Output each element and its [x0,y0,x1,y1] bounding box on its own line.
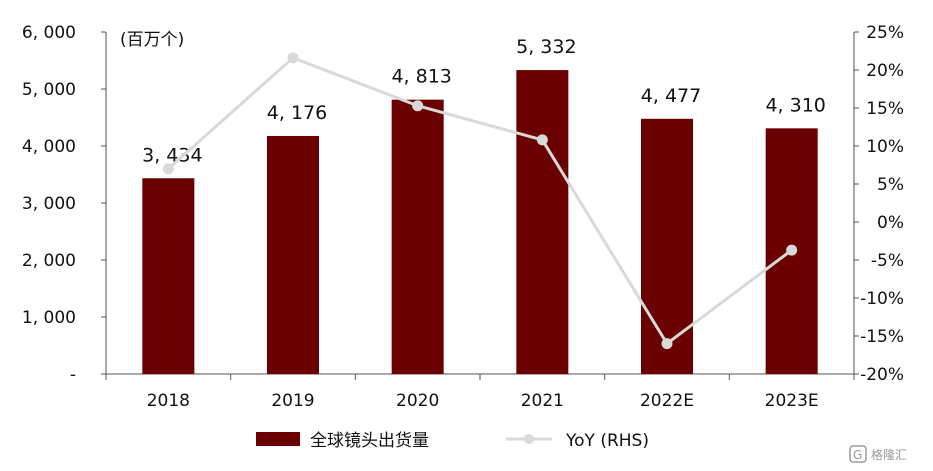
bar [391,99,444,374]
yoy-point [162,163,174,175]
left-tick-label: - [70,365,76,385]
left-tick-label: 5, 000 [22,80,76,100]
x-tick-label: 2019 [271,391,314,411]
watermark: G 格隆汇 [849,445,907,463]
legend: 全球镜头出货量 YoY (RHS) [256,431,649,451]
yoy-line [167,56,793,346]
watermark-label: 格隆汇 [871,447,907,462]
left-axis-ticks: - 1, 000 2, 000 3, 000 4, 000 5, 000 6, 000 [22,23,106,385]
bar [267,135,319,374]
x-tick-label: 2023E [765,391,819,411]
legend-bar-label: 全球镜头出货量 [310,431,429,451]
right-tick-label: 25% [866,23,904,43]
x-axis-ticks: 2018 2019 2020 2021 2022E 2023E [105,374,855,411]
yoy-point [287,52,299,64]
legend-line-label: YoY (RHS) [565,431,649,451]
legend-bar-swatch [256,432,300,446]
x-tick-label: 2021 [521,391,564,411]
bar [641,118,693,374]
left-tick-label: 3, 000 [22,194,76,214]
line-series [162,52,798,350]
left-tick-label: 1, 000 [22,308,76,328]
bar-data-label: 4, 477 [641,85,701,107]
right-tick-label: -10% [860,289,904,309]
left-tick-label: 4, 000 [22,137,76,157]
yoy-point [536,134,548,146]
left-axis-unit-label: (百万个) [120,30,184,50]
yoy-point [661,338,673,350]
right-tick-label: 0% [877,213,904,233]
x-tick-label: 2022E [640,391,694,411]
watermark-logo-letter: G [853,448,862,462]
bar-data-label: 4, 176 [267,102,327,124]
right-axis-ticks: -20% -15% -10% -5% 0% 5% 10% 15% 20% 25% [854,23,904,385]
yoy-point [412,100,424,112]
x-tick-label: 2020 [396,391,439,411]
bar-data-label: 3, 434 [142,144,202,166]
left-tick-label: 2, 000 [22,251,76,271]
bar [516,70,569,375]
bar-series [142,70,818,375]
bar-data-label: 5, 332 [516,36,576,58]
legend-line-marker [524,434,534,444]
bar [142,178,195,374]
right-tick-label: 20% [866,61,904,81]
bar-data-label: 4, 310 [765,94,825,116]
right-tick-label: -20% [860,365,904,385]
yoy-point [786,244,798,256]
plot-area: - 1, 000 2, 000 3, 000 4, 000 5, 000 6, 000 -2… [22,23,904,411]
right-tick-label: 10% [866,137,904,157]
left-tick-label: 6, 000 [22,23,76,43]
right-tick-label: 15% [866,99,904,119]
right-tick-label: -15% [860,327,904,347]
watermark-logo-icon [849,445,867,463]
right-tick-label: -5% [871,251,904,271]
bar-data-label: 4, 813 [391,66,451,88]
x-tick-label: 2018 [147,391,190,411]
bar-data-labels: 3, 434 4, 176 4, 813 5, 332 4, 477 4, 310 [142,36,826,166]
right-tick-label: 5% [877,175,904,195]
